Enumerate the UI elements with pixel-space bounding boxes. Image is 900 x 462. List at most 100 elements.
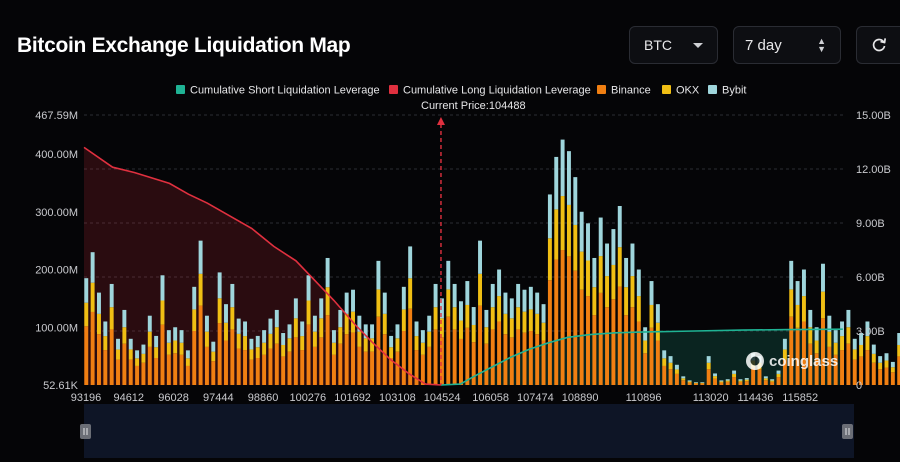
bar-bybit (135, 350, 140, 359)
bar-okx (312, 331, 317, 347)
bar-okx (370, 338, 375, 352)
bar-okx (344, 313, 349, 335)
bar-bybit (852, 338, 857, 350)
bar-binance (351, 332, 355, 385)
bar-okx (541, 322, 546, 341)
bar-bybit (90, 252, 95, 283)
bar-binance (478, 305, 483, 385)
bar-okx (833, 342, 838, 355)
bar-binance (801, 321, 806, 385)
bar-okx (287, 338, 292, 352)
bar-okx (141, 353, 146, 363)
y-right-tick-label: 3.00B (856, 326, 885, 338)
bar-okx (274, 327, 279, 344)
bar-binance (611, 299, 616, 385)
bar-binance (795, 327, 800, 385)
bar-bybit (109, 283, 114, 308)
bar-okx (166, 342, 171, 355)
up-down-icon: ▲ ▼ (817, 36, 826, 54)
bar-bybit (459, 301, 463, 321)
current-price-marker (436, 117, 445, 385)
bar-binance (166, 354, 171, 385)
watermark-text: coinglass (769, 353, 838, 370)
bar-binance (605, 307, 610, 385)
bar-bybit (490, 283, 495, 308)
bar-binance (306, 324, 311, 385)
bar-bybit (97, 292, 101, 314)
bar-binance (681, 380, 686, 385)
bar-binance (116, 359, 120, 385)
bar-binance (528, 331, 533, 385)
legend-item-long[interactable]: Cumulative Long Liquidation Leverage (389, 85, 591, 97)
bar-binance (268, 348, 273, 385)
bar-okx (674, 369, 679, 374)
bar-bybit (713, 373, 717, 377)
legend-label-long: Cumulative Long Liquidation Leverage (403, 85, 591, 97)
bar-okx (465, 304, 470, 328)
legend-item-short[interactable]: Cumulative Short Liquidation Leverage (176, 85, 380, 97)
legend-item-binance[interactable]: Binance (597, 85, 651, 97)
legend-item-okx[interactable]: OKX (662, 85, 700, 97)
legend-item-bybit[interactable]: Bybit (708, 85, 746, 97)
bar-okx (217, 298, 222, 324)
legend-label-binance: Binance (611, 85, 651, 97)
bar-okx (859, 344, 864, 357)
bar-okx (547, 238, 552, 281)
coinglass-watermark: coinglass (746, 352, 838, 370)
bar-bybit (439, 298, 444, 319)
range-select[interactable]: 7 day ▲ ▼ (733, 26, 841, 64)
bar-okx (262, 342, 267, 355)
bar-bybit (351, 289, 355, 312)
bar-okx (243, 336, 248, 351)
bar-bybit (795, 281, 800, 305)
bar-okx (90, 282, 95, 312)
bar-okx (459, 320, 463, 339)
bar-binance (459, 338, 463, 385)
bar-bybit (338, 309, 343, 328)
legend-label-okx: OKX (676, 85, 700, 97)
coin-select[interactable]: BTC (629, 26, 718, 64)
bar-binance (376, 316, 381, 385)
bar-binance (293, 337, 298, 385)
bar-binance (389, 358, 394, 385)
bar-binance (884, 367, 889, 385)
bar-bybit (236, 318, 241, 334)
bar-okx (795, 304, 800, 328)
bar-bybit (611, 229, 616, 265)
bar-bybit (598, 217, 603, 257)
bar-bybit (528, 286, 533, 310)
bar-bybit (312, 315, 317, 332)
range-slider-handle-right[interactable] (842, 424, 853, 439)
bar-okx (414, 336, 419, 351)
bar-okx (319, 318, 324, 338)
bar-okx (617, 247, 622, 287)
bar-binance (420, 354, 425, 385)
bar-bybit (770, 379, 775, 381)
bar-okx (801, 296, 806, 322)
bar-binance (674, 373, 679, 385)
x-tick-label: 98860 (248, 392, 279, 404)
range-slider-track[interactable] (84, 404, 854, 458)
bar-binance (522, 332, 527, 385)
bar-okx (230, 307, 235, 330)
refresh-button[interactable] (856, 26, 900, 64)
bar-binance (395, 351, 400, 385)
bar-okx (522, 311, 527, 333)
range-slider[interactable] (80, 404, 854, 458)
bar-okx (160, 300, 165, 325)
range-slider-handle-left[interactable] (80, 424, 91, 439)
bar-binance (344, 334, 349, 385)
bar-binance (592, 315, 597, 385)
bar-okx (446, 289, 451, 317)
bar-binance (465, 327, 470, 385)
bar-bybit (192, 286, 197, 310)
bar-bybit (401, 286, 406, 310)
refresh-icon (872, 38, 886, 52)
bar-binance (649, 327, 654, 385)
bar-okx (598, 256, 603, 293)
bar-bybit (319, 298, 324, 319)
bar-bybit (789, 260, 794, 290)
page-title: Bitcoin Exchange Liquidation Map (17, 34, 351, 57)
bar-binance (846, 343, 851, 385)
